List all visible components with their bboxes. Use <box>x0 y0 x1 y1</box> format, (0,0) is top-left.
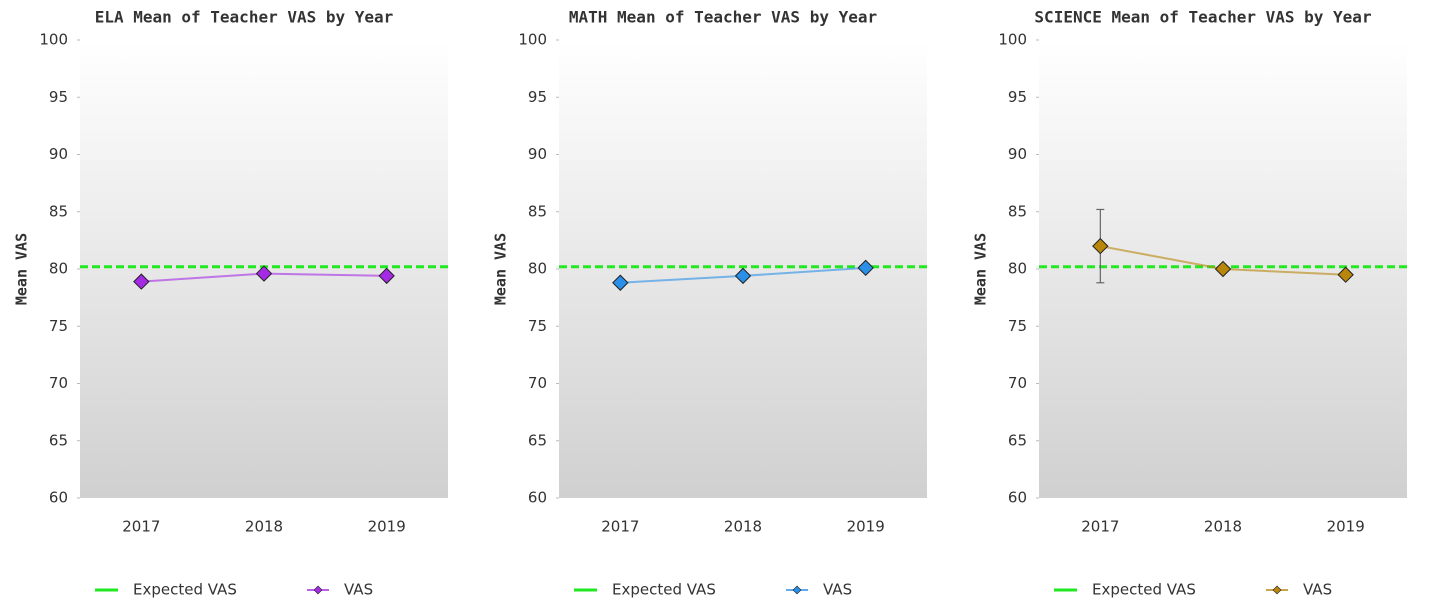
y-tick-label: 95 <box>528 88 547 106</box>
y-tick-label: 85 <box>49 202 68 220</box>
y-axis-label: Mean VAS <box>972 233 990 305</box>
legend-label: VAS <box>823 581 852 599</box>
legend-swatch <box>792 585 802 595</box>
legend-label: VAS <box>1303 581 1332 599</box>
y-tick-label: 90 <box>528 145 547 163</box>
chart-title: ELA Mean of Teacher VAS by Year <box>95 8 394 27</box>
y-tick-label: 65 <box>49 431 68 449</box>
y-tick-label: 65 <box>528 431 547 449</box>
y-tick-label: 60 <box>528 489 547 507</box>
y-tick-label: 80 <box>1008 260 1027 278</box>
y-tick-label: 100 <box>518 31 547 49</box>
y-tick-label: 100 <box>39 31 68 49</box>
x-tick-label: 2018 <box>724 518 762 536</box>
legend-label: Expected VAS <box>612 581 716 599</box>
y-tick-label: 75 <box>528 317 547 335</box>
y-tick-label: 95 <box>1008 88 1027 106</box>
chart-title: SCIENCE Mean of Teacher VAS by Year <box>1034 8 1371 27</box>
legend-label: VAS <box>344 581 373 599</box>
y-tick-label: 70 <box>49 374 68 392</box>
y-tick-label: 100 <box>998 31 1027 49</box>
x-tick-label: 2019 <box>368 518 406 536</box>
x-tick-label: 2017 <box>1081 518 1119 536</box>
y-tick-label: 75 <box>49 317 68 335</box>
data-point <box>612 274 629 291</box>
y-axis-label: Mean VAS <box>492 233 510 305</box>
x-tick-label: 2019 <box>1327 518 1365 536</box>
legend-label: Expected VAS <box>133 581 237 599</box>
legend-swatch <box>1272 585 1282 595</box>
y-tick-label: 70 <box>528 374 547 392</box>
y-tick-label: 70 <box>1008 374 1027 392</box>
y-tick-label: 60 <box>1008 489 1027 507</box>
legend-swatch <box>313 585 323 595</box>
data-point <box>1214 260 1232 278</box>
chart-panel: ELA Mean of Teacher VAS by Year Mean VAS 6… <box>13 8 448 599</box>
x-tick-label: 2018 <box>1204 518 1242 536</box>
chart-panel: MATH Mean of Teacher VAS by Year Mean VAS… <box>492 8 927 599</box>
y-tick-label: 85 <box>1008 202 1027 220</box>
chart-panel: SCIENCE Mean of Teacher VAS by Year Mean … <box>972 8 1407 599</box>
x-tick-label: 2018 <box>245 518 283 536</box>
y-tick-label: 85 <box>528 202 547 220</box>
x-tick-label: 2017 <box>122 518 160 536</box>
data-point <box>1092 237 1109 255</box>
y-tick-label: 80 <box>528 260 547 278</box>
chart-title: MATH Mean of Teacher VAS by Year <box>569 8 877 27</box>
y-tick-label: 80 <box>49 260 68 278</box>
x-tick-label: 2017 <box>601 518 639 536</box>
y-axis-label: Mean VAS <box>13 233 31 305</box>
y-tick-label: 60 <box>49 489 68 507</box>
y-tick-label: 95 <box>49 88 68 106</box>
y-tick-label: 75 <box>1008 317 1027 335</box>
legend-label: Expected VAS <box>1092 581 1196 599</box>
data-point <box>378 267 395 285</box>
data-point <box>133 273 150 290</box>
x-tick-label: 2019 <box>847 518 885 536</box>
y-tick-label: 90 <box>1008 145 1027 163</box>
y-tick-label: 65 <box>1008 431 1027 449</box>
y-tick-label: 90 <box>49 145 68 163</box>
data-point <box>857 259 874 277</box>
data-point <box>255 265 273 282</box>
data-point <box>1337 266 1354 283</box>
data-point <box>734 267 752 285</box>
